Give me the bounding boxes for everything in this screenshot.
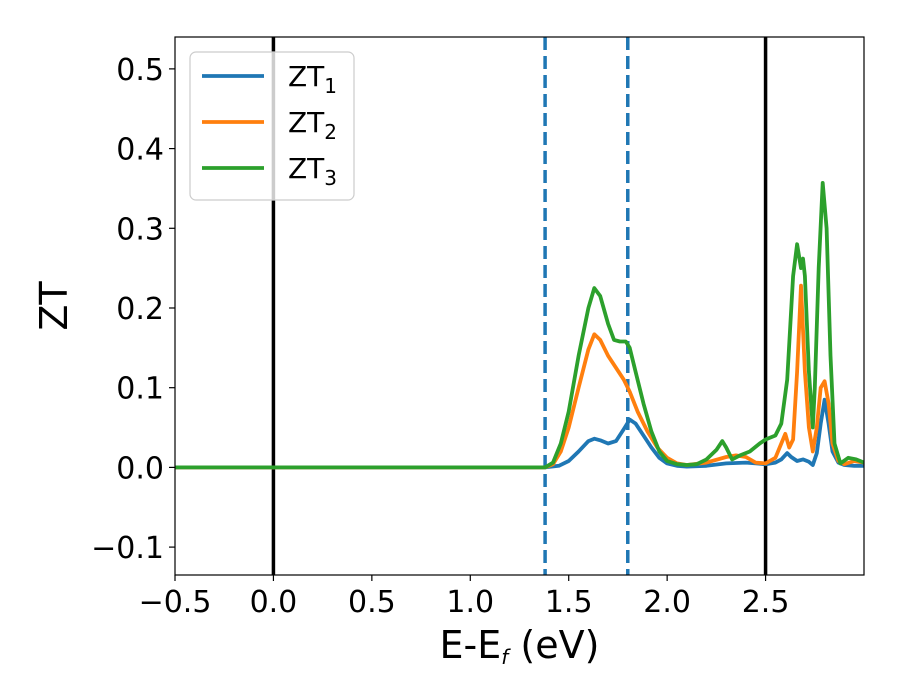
x-tick-label: 0.5: [348, 585, 396, 620]
legend-label-1: ZT1: [288, 60, 337, 98]
y-tick-label: 0.4: [116, 133, 164, 168]
series-line-2: [175, 283, 864, 470]
legend: ZT1 ZT2 ZT3: [189, 51, 355, 201]
y-tick-label: 0.2: [116, 292, 164, 327]
x-tick-label: 2.5: [742, 585, 790, 620]
legend-box: [189, 51, 355, 201]
y-tick-label: −0.1: [91, 531, 164, 566]
y-tick-label: 0.5: [116, 53, 164, 88]
y-tick-label: 0.1: [116, 372, 164, 407]
legend-label-3: ZT3: [288, 152, 337, 190]
series-layer: [175, 181, 864, 470]
y-tick-label: 0.0: [116, 451, 164, 486]
x-axis-label-main: E-E: [440, 623, 502, 667]
plot-frame: [174, 36, 865, 576]
x-tick-label: 1.5: [545, 585, 593, 620]
x-axis-label-sub: f: [501, 645, 511, 669]
y-axis-ticks: −0.1 0.0 0.1 0.2 0.3 0.4 0.5: [91, 53, 175, 566]
x-tick-label: 0.0: [250, 585, 298, 620]
x-tick-label: −0.5: [139, 585, 212, 620]
legend-label-2: ZT2: [288, 106, 337, 144]
x-axis-label-unit: (eV): [508, 623, 599, 667]
x-axis-label: E-Ef (eV): [440, 623, 600, 669]
x-axis-ticks: −0.5 0.0 0.5 1.0 1.5 2.0 2.5: [139, 575, 790, 620]
series-line-3: [175, 181, 864, 470]
y-tick-label: 0.3: [116, 212, 164, 247]
x-tick-label: 2.0: [643, 585, 691, 620]
y-axis-label: ZT: [32, 281, 76, 331]
series-line-1: [175, 397, 864, 470]
x-tick-label: 1.0: [446, 585, 494, 620]
